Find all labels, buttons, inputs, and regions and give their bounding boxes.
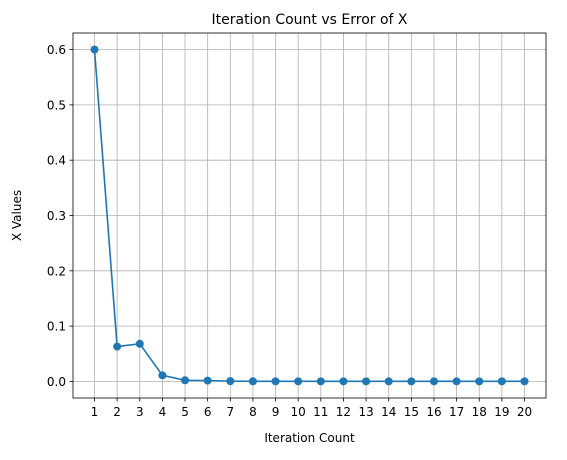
data-point	[226, 377, 235, 386]
chart-title: Iteration Count vs Error of X	[212, 12, 408, 28]
data-point	[384, 377, 393, 386]
data-point	[407, 377, 416, 386]
x-tick-label: 12	[336, 405, 351, 419]
data-point	[135, 339, 144, 348]
data-point	[520, 377, 529, 386]
x-tick-label: 3	[136, 405, 144, 419]
x-tick-label: 16	[426, 405, 441, 419]
x-tick-label: 9	[272, 405, 280, 419]
x-tick-label: 10	[291, 405, 306, 419]
data-point	[497, 377, 506, 386]
x-tick-label: 20	[517, 405, 532, 419]
ticks: 1 2 3 4 5 6 7 8 9 10 11 12 13 14 15 16 17 18 19 200.00.10.2…	[47, 43, 532, 419]
x-tick-label: 1	[91, 405, 99, 419]
y-tick-label: 0.5	[47, 98, 66, 112]
y-tick-label: 0.3	[47, 209, 66, 223]
x-tick-label: 7	[226, 405, 234, 419]
plot-frame	[72, 32, 547, 399]
x-tick-label: 15	[404, 405, 419, 419]
data-point	[429, 377, 438, 386]
data-point	[452, 377, 461, 386]
data-point	[181, 376, 190, 385]
x-tick-label: 6	[204, 405, 212, 419]
x-tick-label: 11	[313, 405, 328, 419]
data-point	[203, 376, 212, 385]
y-tick-label: 0.6	[47, 43, 66, 57]
series-layer	[90, 45, 529, 386]
x-tick-label: 2	[113, 405, 121, 419]
x-tick-label: 17	[449, 405, 464, 419]
y-tick-label: 0.4	[47, 154, 66, 168]
data-point	[362, 377, 371, 386]
y-tick-label: 0.1	[47, 320, 66, 334]
data-point	[271, 377, 280, 386]
y-axis-label: X Values	[10, 190, 24, 241]
x-tick-label: 8	[249, 405, 257, 419]
y-tick-label: 0.0	[47, 375, 66, 389]
data-point	[339, 377, 348, 386]
x-tick-label: 5	[181, 405, 189, 419]
x-axis-label: Iteration Count	[264, 431, 355, 445]
grid	[73, 33, 546, 398]
x-tick-label: 18	[472, 405, 487, 419]
data-point	[90, 45, 99, 54]
x-tick-label: 4	[159, 405, 167, 419]
x-tick-label: 13	[358, 405, 373, 419]
y-tick-label: 0.2	[47, 264, 66, 278]
data-point	[475, 377, 484, 386]
data-point	[294, 377, 303, 386]
data-point	[158, 371, 167, 380]
x-tick-label: 19	[494, 405, 509, 419]
x-tick-label: 14	[381, 405, 396, 419]
data-point	[316, 377, 325, 386]
data-point	[248, 377, 257, 386]
data-point	[113, 342, 122, 351]
